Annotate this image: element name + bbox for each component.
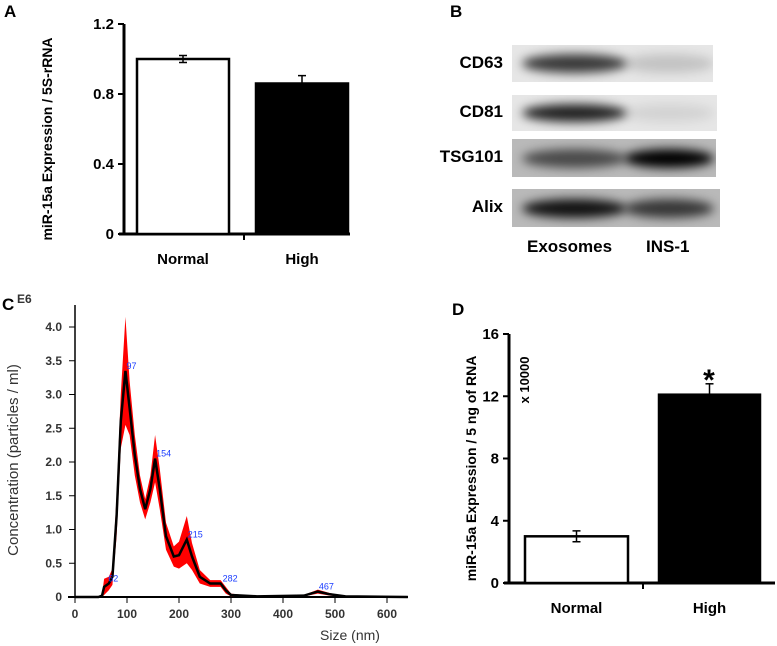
blot-strip-cd63 [512,45,713,82]
blot-band [522,198,627,218]
bar-normal [523,535,630,585]
y-axis-label: miR-15a Expression / 5S-rRNA [39,37,55,240]
peak-label: 215 [188,530,203,540]
x-tick-label: 300 [221,607,241,621]
y-tick-label: 8 [491,451,499,468]
blot-band [624,198,714,218]
y-axis-label: Concentration (particles / ml) [5,364,22,556]
x-tick-label: 600 [377,607,397,621]
error-band [75,316,408,597]
y-tick-label: 0 [106,226,114,243]
blot-band [624,148,714,168]
y-tick-label: 4 [491,513,500,530]
significance-asterisk: * [703,364,715,397]
y-tick-label: 0 [55,590,62,604]
blot-row-label: Alix [471,197,503,216]
x-tick-label: High [285,251,318,268]
blot-column-label: Exosomes [527,237,613,256]
x-tick-label: High [693,600,726,617]
x-tick-label: Normal [157,251,209,268]
y-tick-label: 1.2 [93,16,114,33]
x-tick-label: 200 [169,607,189,621]
chart-c: 0 0.5 1.0 1.5 2.0 2.5 3.0 3.5 4.0 0 100 200 300 400 50… [5,292,408,643]
y-tick-label: 16 [482,326,499,343]
peak-label: 467 [319,582,334,592]
panel-label-b: B [450,2,462,21]
bar-high [657,393,762,585]
blot-row-label: TSG101 [439,147,503,166]
x-tick-label: 500 [325,607,345,621]
y-axis-label: miR-15a Expression / 5 ng of RNA [463,356,479,582]
peak-label: 97 [126,361,136,371]
y-tick-label: 0.5 [45,556,62,570]
y-tick-label: 2.5 [45,421,62,435]
blot-band [522,104,627,122]
y-tick-label: 3.0 [45,388,62,402]
y-multiplier-label: x 10000 [517,357,532,404]
bar-normal [135,57,231,236]
y-tick-label: 1.5 [45,489,62,503]
chart-d: 0 4 8 12 16 Normal High miR-15a Expression / 5 … [463,326,775,617]
panel-label-d: D [452,300,464,319]
x-tick-label: Normal [551,600,603,617]
y-tick-label: 12 [482,388,499,405]
blot-band [522,148,627,168]
blot-strip-tsg101 [512,139,716,177]
peak-label: 62 [108,574,118,584]
peak-label: 282 [223,574,238,584]
blot-strip-cd81 [512,95,717,131]
y-tick-label: 4.0 [45,320,62,334]
x-tick-label: 400 [273,607,293,621]
y-tick-label: 0 [491,575,499,592]
y-multiplier-label: E6 [17,292,32,306]
x-tick-label: 0 [72,607,79,621]
bar-high [254,82,350,236]
peak-label: 154 [156,449,171,459]
blot-band [522,54,627,73]
blot-band [624,54,713,73]
y-tick-label: 3.5 [45,354,62,368]
mean-line [75,370,408,599]
chart-a: 0 0.4 0.8 1.2 Normal High miR-15a Expression /… [39,16,350,268]
x-axis-label: Size (nm) [320,627,380,643]
panel-label-a: A [4,2,16,21]
blot-row-label: CD63 [459,52,503,72]
blot-column-label: INS-1 [646,237,690,256]
y-tick-label: 0.4 [93,156,115,173]
blot-strip-alix [512,189,720,227]
blot-row-label: CD81 [459,102,503,121]
y-tick-label: 0.8 [93,86,114,103]
blot-band [624,104,714,122]
y-tick-label: 1.0 [45,523,62,537]
y-tick-label: 2.0 [45,455,62,469]
x-tick-label: 100 [117,607,137,621]
panel-label-c: C [2,295,14,314]
